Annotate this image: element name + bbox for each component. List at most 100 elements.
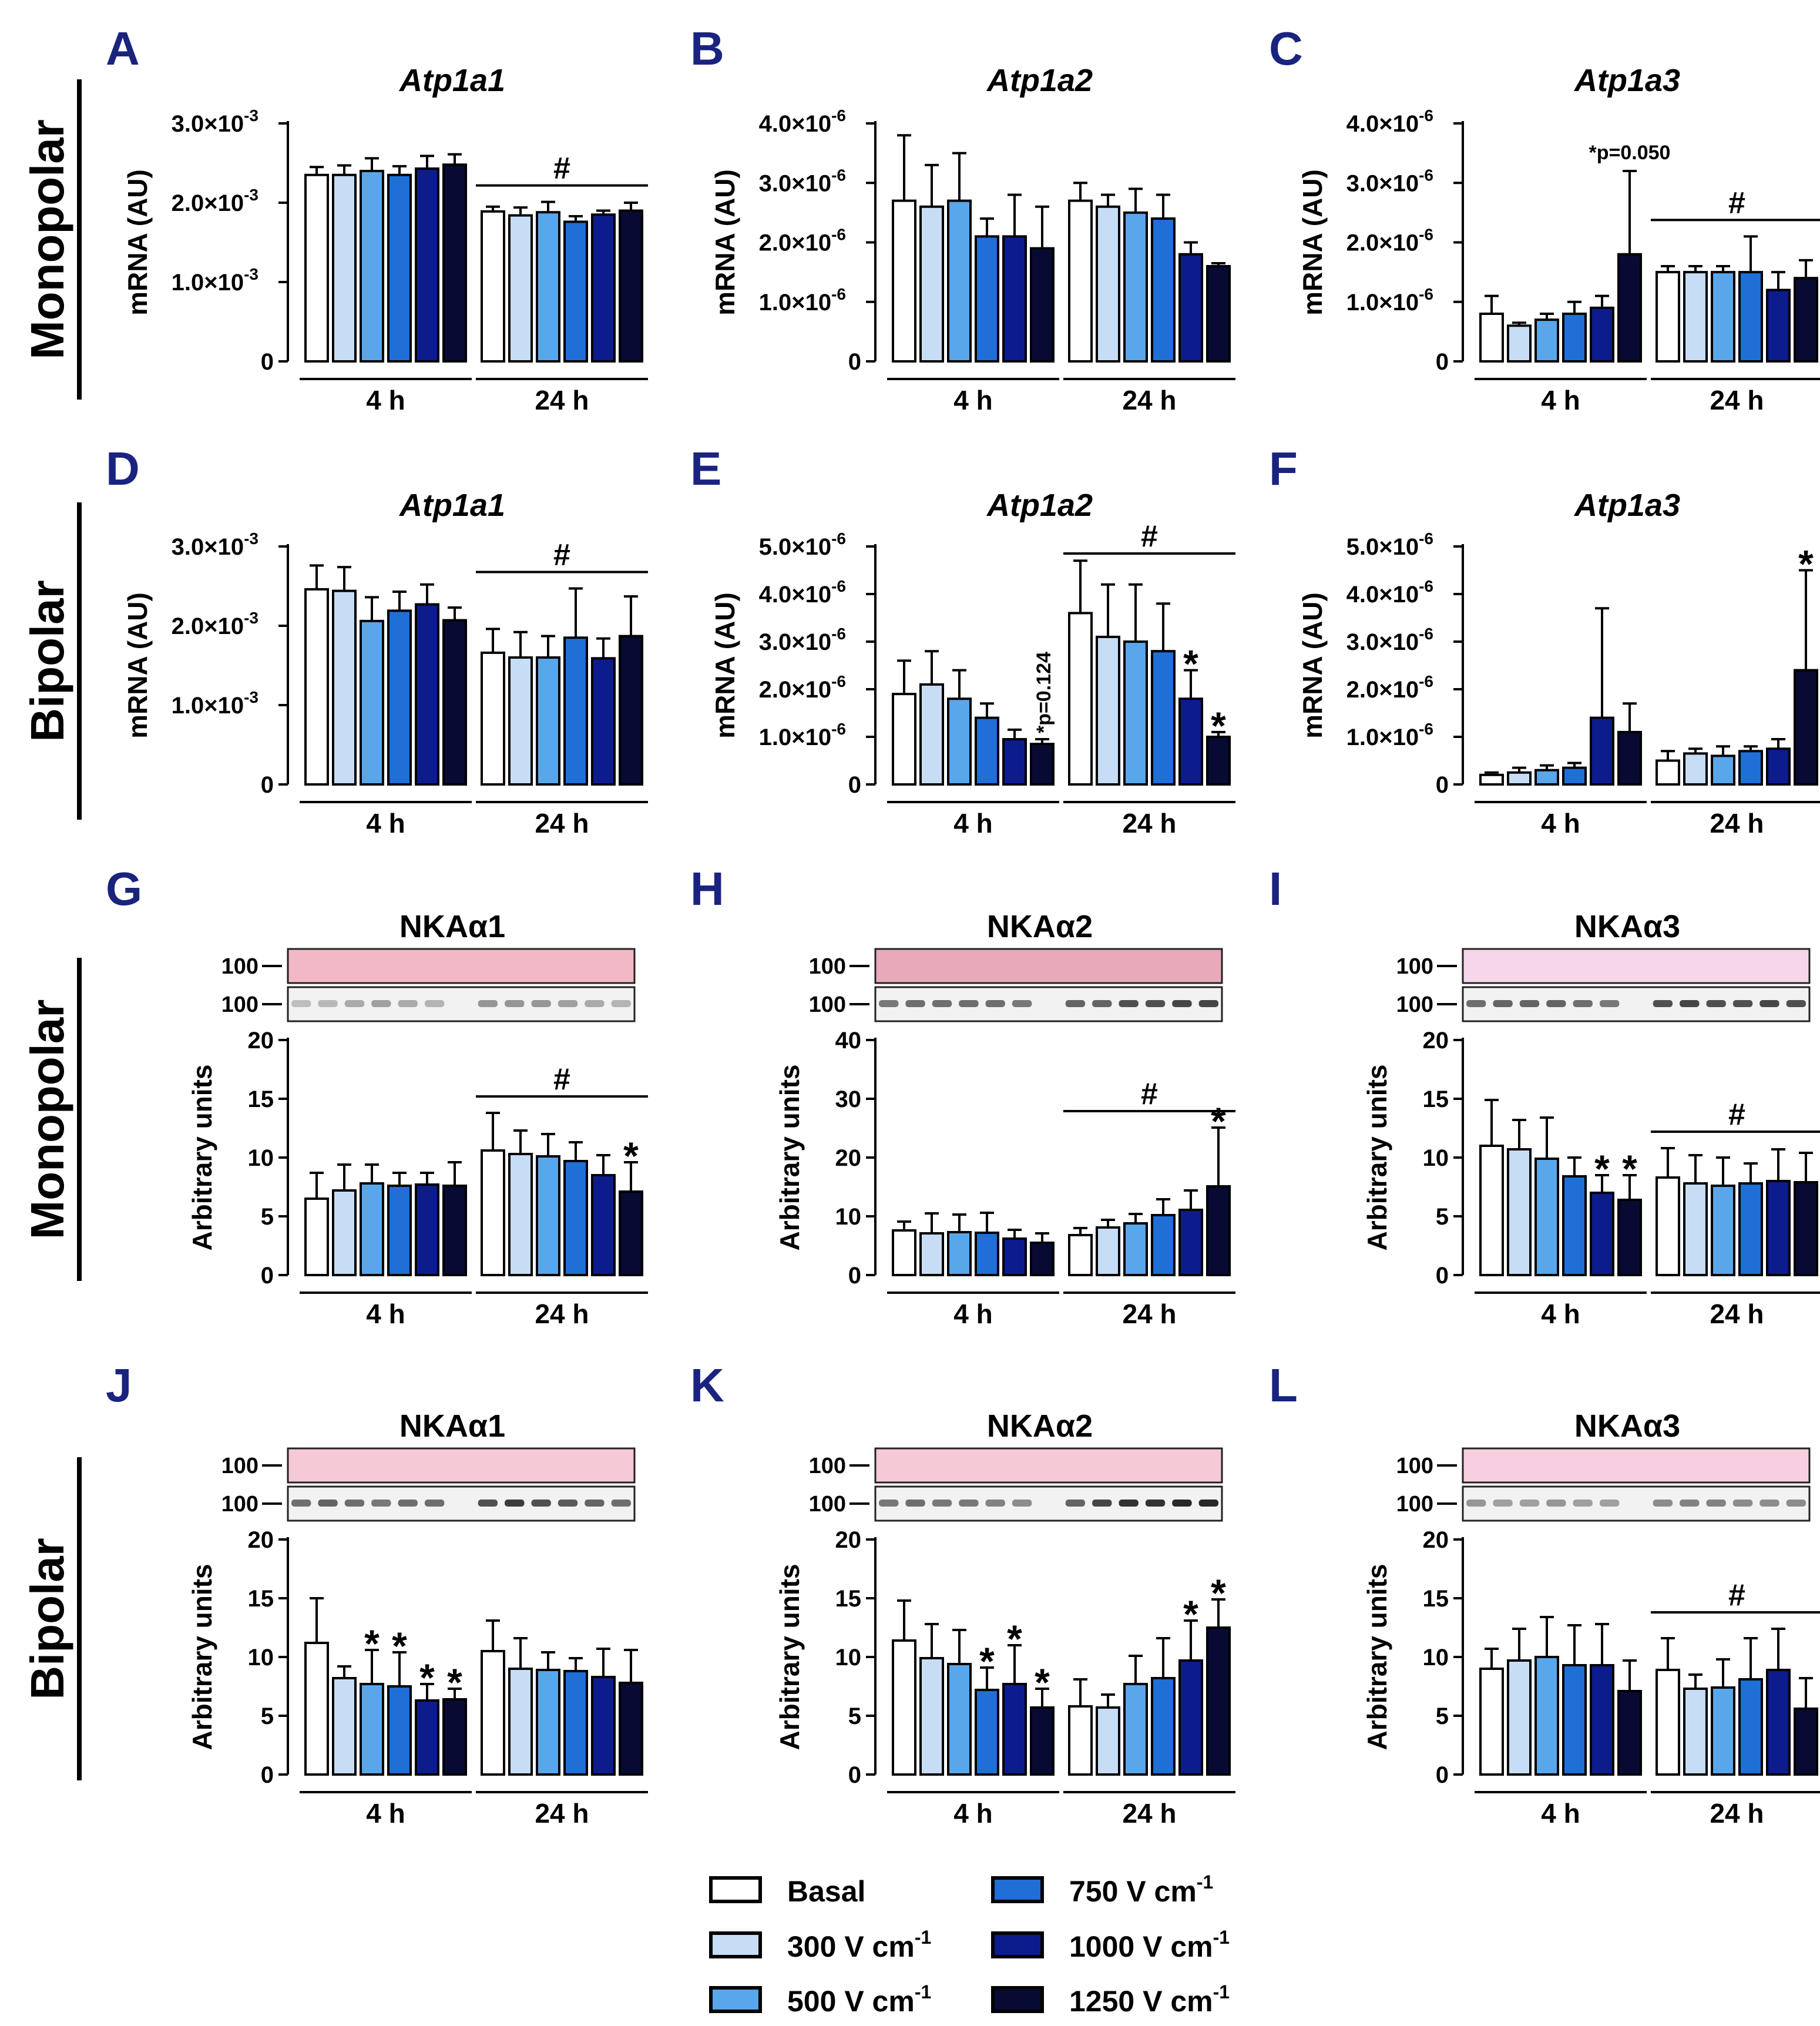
ponceau-stain-strip [874, 948, 1223, 984]
y-tick-exponent: -6 [1419, 166, 1433, 184]
blot-band [879, 1000, 899, 1007]
bar [1794, 277, 1818, 363]
significance-star: * [1007, 1617, 1022, 1661]
bar [536, 1669, 560, 1776]
bar [1794, 669, 1818, 786]
legend-label: Basal [787, 1875, 865, 1908]
marker-100-ponceau: 100 [1396, 1454, 1433, 1478]
bar [1096, 635, 1120, 786]
bar [619, 1682, 643, 1776]
significance-star: * [623, 1134, 639, 1178]
panel-title: Atp1a3 [1573, 63, 1680, 98]
legend-swatch [709, 1876, 762, 1903]
blot-band [1466, 1000, 1486, 1007]
legend-label: 750 V cm-1 [1069, 1871, 1213, 1908]
blot-band [1786, 1000, 1806, 1007]
bar [1507, 1659, 1532, 1776]
bar [1096, 205, 1120, 363]
legend-item: 300 V cm-1 [709, 1927, 931, 1963]
bar [481, 1650, 505, 1776]
y-tick-exponent: -6 [1419, 285, 1433, 303]
bar [387, 1185, 412, 1276]
group-label: 24 h [535, 1299, 589, 1329]
y-tick-label: 10 [1423, 1145, 1449, 1171]
bar [1002, 1683, 1027, 1776]
blot-band [1145, 1500, 1166, 1507]
bar [1479, 313, 1504, 363]
bar [1151, 217, 1176, 363]
y-tick-label: 10 [1423, 1645, 1449, 1671]
blot-band [1172, 1500, 1192, 1507]
legend-label-text: 300 V cm [787, 1930, 915, 1963]
bar [1002, 235, 1027, 363]
significance-star: * [1035, 1661, 1050, 1704]
bar [332, 1677, 357, 1776]
bar [563, 636, 588, 786]
blot-band [1519, 1000, 1540, 1007]
legend-swatch [709, 1986, 762, 2013]
blot-band [558, 1000, 578, 1007]
blot-band [959, 1000, 979, 1007]
y-tick-label: 1.0×10-6 [1346, 720, 1433, 750]
row-label-bipolar: Bipolar [21, 1538, 73, 1700]
chart-panels: A Atp1a1 0 1.0×10-3 2.0×10-3 3.0×10-3 mRNA (AU… [106, 22, 1820, 1829]
significance-hash: # [1728, 1098, 1745, 1132]
marker-100-blot: 100 [1396, 1492, 1433, 1517]
bar [360, 619, 384, 786]
bar [1068, 1705, 1093, 1776]
legend-label-exponent: -1 [915, 1927, 931, 1948]
y-tick-exponent: -6 [1419, 106, 1433, 125]
panel-title: NKAα3 [1574, 909, 1680, 944]
bar [1711, 271, 1735, 363]
panel-letter: A [106, 22, 140, 75]
blot-band [905, 1500, 925, 1507]
bar [919, 1232, 944, 1276]
blot-band [291, 1500, 311, 1507]
group-label: 24 h [1710, 1299, 1764, 1329]
bar [304, 1198, 329, 1276]
y-tick-label: 3.0×10-6 [1346, 625, 1433, 655]
bar [1030, 1706, 1055, 1776]
bar [1562, 1664, 1587, 1776]
blot-band [1519, 1500, 1540, 1507]
blot-band [1092, 1500, 1112, 1507]
group-label: 4 h [366, 385, 405, 415]
panel-title: Atp1a1 [398, 488, 505, 523]
panel-d: D Atp1a1 0 1.0×10-3 2.0×10-3 3.0×10-3 mRNA (AU… [106, 442, 648, 838]
marker-100-blot: 100 [809, 1492, 846, 1517]
bar [947, 1663, 972, 1776]
group-label: 4 h [953, 1798, 992, 1829]
bar [1507, 771, 1532, 786]
bar [1534, 1158, 1559, 1276]
y-tick-label: 1.0×10-6 [759, 285, 846, 316]
group-label: 24 h [535, 1798, 589, 1829]
group-label: 4 h [1541, 385, 1580, 415]
significance-star: * [1211, 704, 1226, 747]
panel-i: I NKAα3 100 100 0 5 10 15 20 Arbitrary units 4 h 24… [1269, 863, 1820, 1329]
panel-letter: J [106, 1359, 132, 1411]
bar [563, 220, 588, 363]
bar [1030, 743, 1055, 786]
legend-label-text: 1000 V cm [1069, 1930, 1213, 1963]
significance-star: * [1211, 1099, 1226, 1143]
bar [508, 1153, 533, 1276]
ponceau-stain-strip [287, 948, 636, 984]
y-tick-exponent: -3 [244, 106, 258, 125]
y-tick-label: 4.0×10-6 [1346, 577, 1433, 608]
bar [1617, 1199, 1642, 1276]
legend-item: 750 V cm-1 [991, 1871, 1213, 1908]
blot-band [1653, 1500, 1673, 1507]
y-tick-label: 3.0×10-3 [172, 529, 258, 560]
blot-band [505, 1500, 525, 1507]
panel-letter: L [1269, 1359, 1298, 1411]
bar [442, 1698, 467, 1776]
y-axis-label: Arbitrary units [187, 1065, 217, 1251]
significance-star: * [1183, 1592, 1198, 1636]
row-side-labels: Monopolar Bipolar Monopolar Bipolar [21, 79, 82, 1780]
y-tick-label: 2.0×10-6 [759, 672, 846, 703]
significance-hash: # [553, 1062, 570, 1096]
y-tick-label: 10 [248, 1645, 274, 1671]
marker-100-blot: 100 [221, 992, 258, 1017]
panel-letter: E [690, 442, 721, 495]
bar [442, 1185, 467, 1276]
